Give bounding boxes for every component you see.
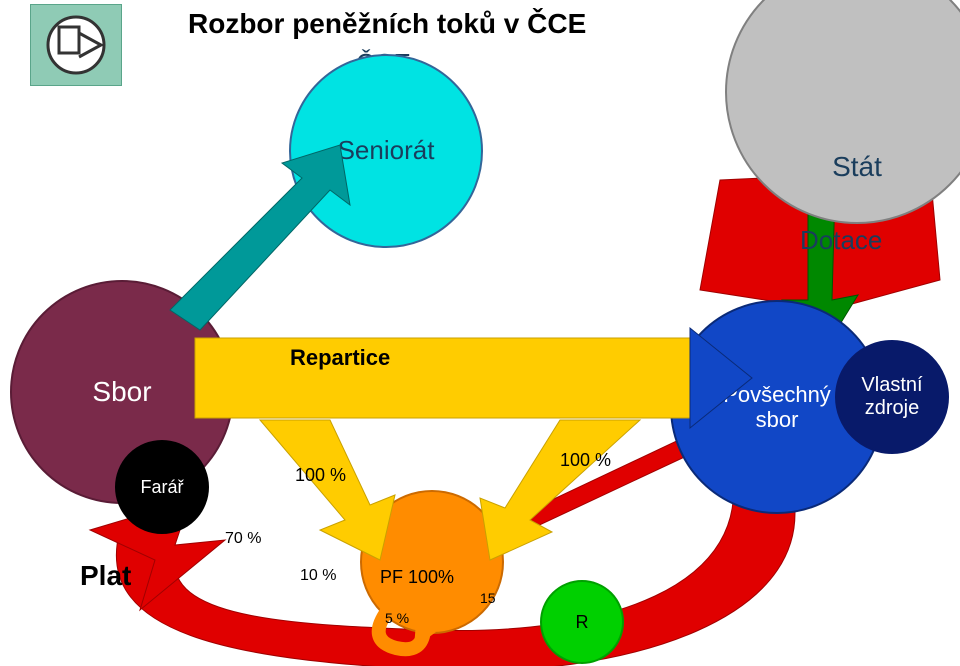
annotation-repartice: Repartice <box>290 345 390 371</box>
annotation-p5: 5 % <box>385 610 409 626</box>
annotation-p100a: 100 % <box>295 465 346 486</box>
annotation-p100b: 100 % <box>560 450 611 471</box>
arrows-front-layer <box>0 0 960 666</box>
annotation-p70: 70 % <box>225 530 261 548</box>
annotation-pf100: PF 100% <box>380 567 454 588</box>
annotation-p15: 15 <box>480 590 496 606</box>
annotation-p10: 10 % <box>300 567 336 585</box>
